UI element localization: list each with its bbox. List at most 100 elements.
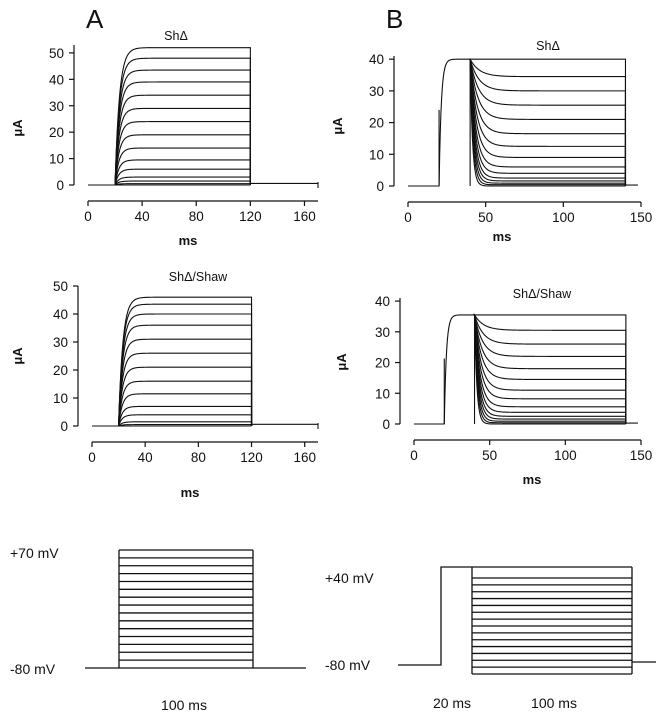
y-tick-label: 20 xyxy=(375,356,390,371)
current-trace xyxy=(469,58,627,187)
current-trace xyxy=(114,176,251,186)
current-trace xyxy=(118,421,253,427)
current-trace xyxy=(469,58,627,187)
x-tick-label: 160 xyxy=(293,209,316,224)
y-tick-label: 20 xyxy=(369,116,384,131)
chart-b-mid-title: ShΔ/Shaw xyxy=(513,287,572,301)
current-trace xyxy=(473,313,627,425)
x-tick-label: 50 xyxy=(478,210,493,225)
y-tick-label: 50 xyxy=(53,279,68,294)
protocol-a-high-label: +70 mV xyxy=(10,545,59,561)
chart-a-mid-title: ShΔ/Shaw xyxy=(169,270,228,284)
y-tick-label: 30 xyxy=(369,84,384,99)
protocol-a-duration-label: 100 ms xyxy=(161,697,207,713)
current-trace xyxy=(114,159,251,186)
current-trace xyxy=(469,58,627,187)
x-tick-label: 120 xyxy=(240,450,263,465)
current-trace xyxy=(474,314,627,425)
current-trace xyxy=(118,393,253,427)
current-trace xyxy=(118,405,253,427)
protocol-b-low-label: -80 mV xyxy=(325,657,371,673)
protocol-a-low-label: -80 mV xyxy=(10,661,56,677)
chart-b-mid: ShΔ/Shaw μA ms 0 50 100 150 0 10 20 30 40 xyxy=(334,287,652,487)
x-tick-label: 160 xyxy=(293,450,316,465)
chart-a-mid-ylabel: μA xyxy=(10,347,25,365)
current-trace xyxy=(469,58,627,187)
current-trace xyxy=(473,313,627,425)
current-trace xyxy=(473,313,627,425)
panel-letter-b: B xyxy=(386,4,403,34)
current-trace xyxy=(469,58,627,187)
current-trace xyxy=(469,58,626,187)
current-trace xyxy=(473,313,627,425)
current-trace xyxy=(114,183,251,186)
y-tick-label: 0 xyxy=(56,178,64,193)
current-trace xyxy=(469,58,627,187)
current-trace xyxy=(118,338,253,427)
chart-a-top-xlabel: ms xyxy=(179,233,198,248)
chart-a-mid: ShΔ/Shaw μA ms 0 40 80 120 160 0 10 20 30 40 50 xyxy=(10,270,319,500)
current-trace xyxy=(118,313,253,427)
x-tick-label: 0 xyxy=(404,210,412,225)
y-tick-label: 10 xyxy=(375,386,390,401)
chart-a-top: ShΔ μA ms 0 40 80 120 160 0 10 20 30 40 50 xyxy=(10,29,319,248)
current-trace xyxy=(118,296,253,427)
x-tick-label: 40 xyxy=(138,450,153,465)
chart-b-mid-ylabel: μA xyxy=(334,353,349,371)
current-trace xyxy=(118,303,253,427)
panel-letter-a: A xyxy=(86,4,104,34)
current-trace xyxy=(118,380,253,427)
protocol-b-duration-label: 100 ms xyxy=(531,695,577,711)
current-trace xyxy=(114,134,251,186)
current-trace xyxy=(472,314,627,425)
current-trace xyxy=(473,313,627,425)
y-tick-label: 0 xyxy=(382,417,390,432)
current-trace xyxy=(469,58,627,187)
y-tick-label: 40 xyxy=(375,294,390,309)
voltage-protocol-b: +40 mV -80 mV 20 ms 100 ms xyxy=(325,566,656,711)
current-trace xyxy=(473,313,627,425)
current-trace xyxy=(118,324,253,427)
current-trace xyxy=(473,313,627,425)
chart-b-mid-xlabel: ms xyxy=(523,472,542,487)
chart-b-top-xlabel: ms xyxy=(493,229,512,244)
y-tick-label: 40 xyxy=(53,307,68,322)
current-trace xyxy=(118,366,253,427)
x-tick-label: 0 xyxy=(410,448,418,463)
current-trace xyxy=(118,424,253,427)
y-tick-label: 30 xyxy=(49,99,64,114)
chart-b-top-title: ShΔ xyxy=(536,39,560,53)
current-trace xyxy=(118,352,253,427)
x-tick-label: 0 xyxy=(88,450,96,465)
y-tick-label: 0 xyxy=(60,419,68,434)
y-tick-label: 20 xyxy=(49,125,64,140)
current-trace xyxy=(473,313,627,425)
y-tick-label: 10 xyxy=(369,147,384,162)
x-tick-label: 50 xyxy=(482,448,497,463)
current-trace xyxy=(469,58,627,187)
current-trace xyxy=(114,94,251,186)
y-tick-label: 40 xyxy=(369,52,384,67)
current-trace xyxy=(473,313,627,425)
voltage-protocol-a: +70 mV -80 mV 100 ms xyxy=(10,545,306,713)
x-tick-label: 120 xyxy=(239,209,262,224)
y-tick-label: 50 xyxy=(49,46,64,61)
current-trace xyxy=(118,414,253,427)
current-trace xyxy=(114,81,251,186)
current-trace xyxy=(469,58,627,187)
current-trace xyxy=(469,58,627,187)
chart-a-top-title: ShΔ xyxy=(164,29,188,43)
x-tick-label: 100 xyxy=(552,210,575,225)
y-tick-label: 30 xyxy=(375,325,390,340)
prepulse-trace xyxy=(443,314,475,425)
y-tick-label: 0 xyxy=(376,179,384,194)
current-trace xyxy=(469,58,627,187)
y-tick-label: 30 xyxy=(53,335,68,350)
x-tick-label: 150 xyxy=(630,448,653,463)
current-trace xyxy=(114,147,251,186)
current-trace xyxy=(114,168,251,186)
x-tick-label: 100 xyxy=(554,448,577,463)
current-trace xyxy=(114,47,251,186)
current-trace xyxy=(473,313,627,425)
